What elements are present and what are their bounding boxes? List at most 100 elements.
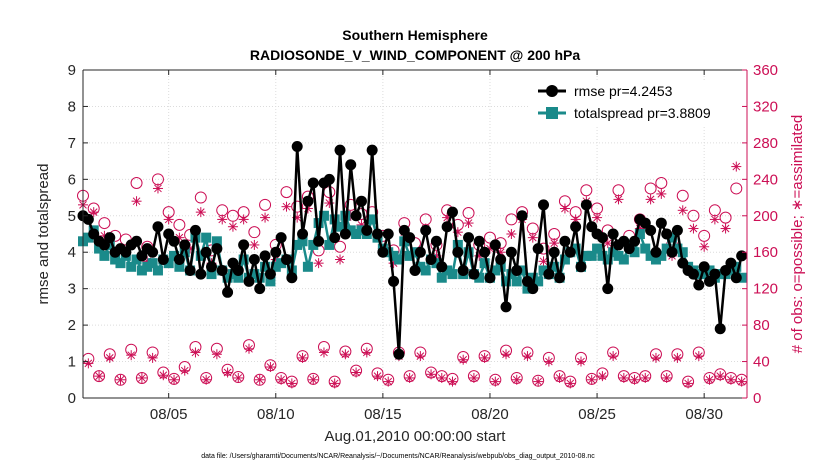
obs-assimilated-marker xyxy=(244,343,254,354)
rmse-marker xyxy=(538,199,550,211)
obs-assimilated-marker xyxy=(233,372,244,383)
rmse-marker xyxy=(307,177,319,189)
obs-assimilated-marker xyxy=(297,352,308,363)
totalspread-marker xyxy=(415,261,426,272)
totalspread-marker xyxy=(201,232,212,243)
obs-assimilated-marker xyxy=(613,194,624,205)
legend-box xyxy=(530,80,742,126)
totalspread-marker xyxy=(511,276,522,287)
obs-possible-marker xyxy=(580,184,593,197)
obs-assimilated-marker xyxy=(565,378,576,389)
totalspread-marker xyxy=(169,250,180,261)
obs-assimilated-marker xyxy=(94,371,105,382)
rmse-marker xyxy=(323,173,335,185)
totalspread-marker xyxy=(559,254,570,265)
obs-possible-marker xyxy=(655,176,668,189)
totalspread-marker xyxy=(629,247,640,258)
legend-rmse-label: rmse pr=4.2453 xyxy=(574,83,673,99)
obs-assimilated-marker xyxy=(329,378,340,389)
rmse-marker xyxy=(339,228,351,240)
rmse-marker xyxy=(548,246,560,258)
obs-assimilated-marker xyxy=(436,372,447,383)
obs-assimilated-marker xyxy=(361,347,372,358)
totalspread-marker xyxy=(442,265,453,276)
obs-assimilated-marker xyxy=(731,161,742,172)
y-tick-label: 8 xyxy=(68,98,76,115)
rmse-marker xyxy=(511,264,523,276)
rmse-marker xyxy=(131,235,143,247)
totalspread-marker xyxy=(404,250,415,261)
obs-assimilated-marker xyxy=(265,362,276,373)
x-tick-label: 08/30 xyxy=(685,406,723,423)
rmse-marker xyxy=(693,279,705,291)
obs-assimilated-marker xyxy=(704,374,715,385)
obs-assimilated-marker xyxy=(543,356,554,367)
totalspread-marker xyxy=(222,272,233,283)
obs-assimilated-marker xyxy=(656,188,667,199)
totalspread-marker xyxy=(227,269,238,280)
totalspread-marker xyxy=(302,261,313,272)
totalspread-marker xyxy=(249,269,260,280)
obs-assimilated-marker xyxy=(227,221,238,232)
obs-assimilated-marker xyxy=(479,352,490,363)
x-tick-label: 08/15 xyxy=(364,406,402,423)
totalspread-marker xyxy=(667,232,678,243)
chart-title: Southern Hemisphere xyxy=(342,27,488,43)
rmse-marker xyxy=(270,246,282,258)
totalspread-marker xyxy=(602,254,613,265)
obs-possible-marker xyxy=(93,370,106,383)
rmse-marker xyxy=(404,232,416,244)
rmse-marker xyxy=(430,235,442,247)
obs-assimilated-marker xyxy=(308,374,319,385)
totalspread-marker xyxy=(195,250,206,261)
rmse-marker xyxy=(709,268,721,280)
totalspread-marker xyxy=(335,221,346,232)
obs-assimilated-marker xyxy=(131,196,142,207)
totalspread-marker xyxy=(592,243,603,254)
rmse-marker xyxy=(377,246,389,258)
rmse-marker xyxy=(104,232,116,244)
totalspread-marker xyxy=(351,229,362,239)
totalspread-marker xyxy=(152,265,163,276)
obs-assimilated-marker xyxy=(720,223,731,234)
obs-possible-marker xyxy=(130,176,143,189)
totalspread-marker xyxy=(270,261,281,272)
obs-assimilated-marker xyxy=(217,214,228,225)
totalspread-marker xyxy=(533,276,544,287)
x-tick-label: 08/05 xyxy=(150,406,188,423)
y-right-tick-label: 80 xyxy=(753,317,770,334)
totalspread-marker xyxy=(420,265,431,276)
rmse-marker xyxy=(409,264,421,276)
rmse-marker xyxy=(730,272,742,284)
obs-assimilated-marker xyxy=(650,352,661,363)
obs-assimilated-marker xyxy=(313,258,324,269)
rmse-marker xyxy=(280,254,292,266)
obs-assimilated-marker xyxy=(501,349,512,360)
rmse-marker xyxy=(168,235,180,247)
obs-assimilated-marker xyxy=(699,241,710,252)
totalspread-marker xyxy=(238,254,249,265)
rmse-marker xyxy=(580,199,592,211)
obs-possible-marker xyxy=(644,182,657,195)
obs-assimilated-marker xyxy=(672,352,683,363)
rmse-marker xyxy=(666,246,678,258)
totalspread-marker xyxy=(581,250,592,261)
rmse-marker xyxy=(232,264,244,276)
rmse-marker xyxy=(152,221,164,233)
totalspread-marker xyxy=(570,243,581,254)
totalspread-marker xyxy=(613,250,624,261)
totalspread-marker xyxy=(324,239,335,250)
totalspread-marker xyxy=(260,261,271,272)
obs-assimilated-marker xyxy=(286,378,297,389)
rmse-marker xyxy=(484,272,496,284)
obs-possible-marker xyxy=(291,200,304,213)
totalspread-marker xyxy=(490,265,501,276)
rmse-marker xyxy=(602,283,614,295)
rmse-marker xyxy=(297,228,309,240)
obs-assimilated-marker xyxy=(404,372,415,383)
rmse-marker xyxy=(441,221,453,233)
obs-assimilated-marker xyxy=(351,367,362,378)
obs-assimilated-marker xyxy=(136,372,147,383)
obs-assimilated-marker xyxy=(661,372,672,383)
totalspread-marker xyxy=(704,265,715,276)
